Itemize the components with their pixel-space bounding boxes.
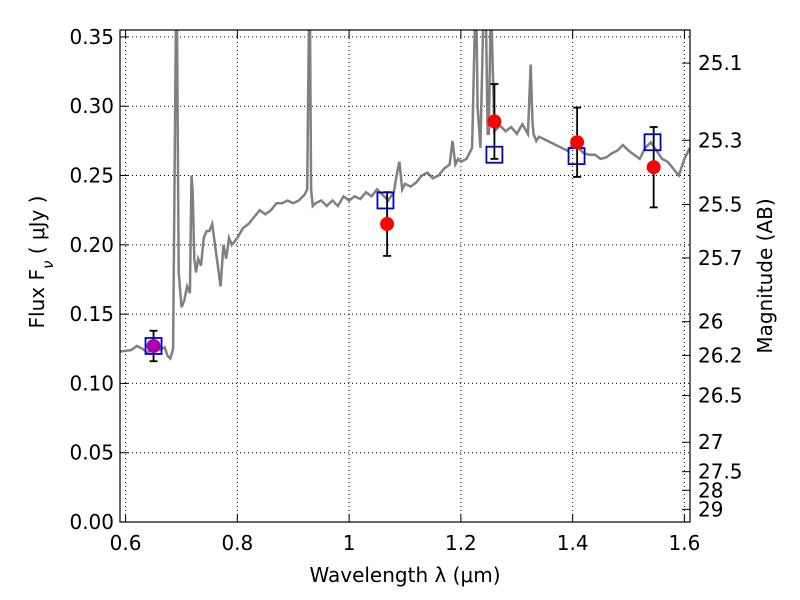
spectrum-line — [120, 30, 690, 361]
x-tick-label: 0.6 — [110, 531, 142, 555]
y-tick-label: 0.20 — [69, 233, 114, 257]
y2-tick-label: 25.1 — [698, 51, 743, 75]
square-marker — [485, 145, 504, 164]
y2-tick-label: 26.2 — [698, 343, 743, 367]
y-tick-label: 0.15 — [69, 302, 114, 326]
x-tick-label: 1 — [343, 531, 356, 555]
y-tick-label: 0.10 — [69, 371, 114, 395]
y-tick-label: 0.00 — [69, 510, 114, 534]
error-bars — [149, 83, 658, 363]
data-point — [570, 135, 585, 150]
data-point — [146, 338, 161, 353]
red-point-markers — [146, 114, 661, 353]
data-point — [380, 217, 395, 232]
x-tick-label: 1.2 — [445, 531, 477, 555]
y2-tick-label: 29 — [698, 497, 723, 521]
x-tick-label: 1.4 — [557, 531, 589, 555]
x-tick-label: 1.6 — [669, 531, 701, 555]
x-axis-title: Wavelength λ (μm) — [309, 563, 500, 587]
y2-tick-label: 25.7 — [698, 246, 743, 270]
blue-square-markers — [144, 133, 662, 355]
y2-tick-label: 26.5 — [698, 384, 743, 408]
y-axis-ticks: 0.00 0.05 0.10 0.15 0.20 0.25 0.30 0.35 — [69, 25, 128, 534]
y2-tick-label: 25.5 — [698, 193, 743, 217]
square-marker — [643, 133, 662, 152]
plot-frame — [119, 29, 691, 523]
square-marker — [376, 191, 395, 210]
y-tick-label: 0.30 — [69, 94, 114, 118]
y2-tick-label: 27.5 — [698, 460, 743, 484]
spectrum-line-layer — [120, 30, 690, 361]
y2-axis-title: Magnitude (AB) — [753, 198, 777, 353]
y-tick-label: 0.05 — [69, 441, 114, 465]
y2-tick-label: 28 — [698, 478, 723, 502]
y2-tick-label: 26 — [698, 310, 723, 334]
y-tick-label: 0.35 — [69, 25, 114, 49]
y2-tick-label: 27 — [698, 430, 723, 454]
data-point — [487, 114, 502, 129]
data-point — [646, 160, 661, 175]
y-axis-title: Flux Fν ( μJy ) — [25, 196, 57, 329]
x-tick-label: 0.8 — [221, 531, 253, 555]
square-marker — [144, 337, 163, 355]
grid-lines — [120, 30, 690, 523]
y-tick-label: 0.25 — [69, 164, 114, 188]
x-axis-ticks: 0.6 0.8 1 1.2 1.4 1.6 — [110, 30, 701, 555]
y-axis-title-group: Flux Fν ( μJy ) — [25, 196, 57, 329]
y2-tick-label: 25.3 — [698, 128, 743, 152]
